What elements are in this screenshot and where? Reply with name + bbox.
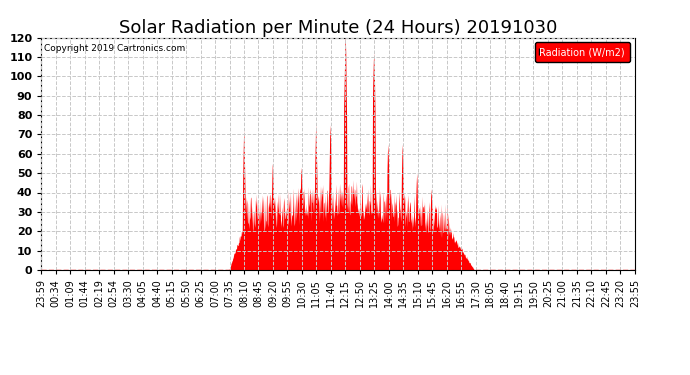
Title: Solar Radiation per Minute (24 Hours) 20191030: Solar Radiation per Minute (24 Hours) 20…	[119, 20, 558, 38]
Text: Copyright 2019 Cartronics.com: Copyright 2019 Cartronics.com	[44, 45, 186, 54]
Legend: Radiation (W/m2): Radiation (W/m2)	[535, 42, 630, 62]
